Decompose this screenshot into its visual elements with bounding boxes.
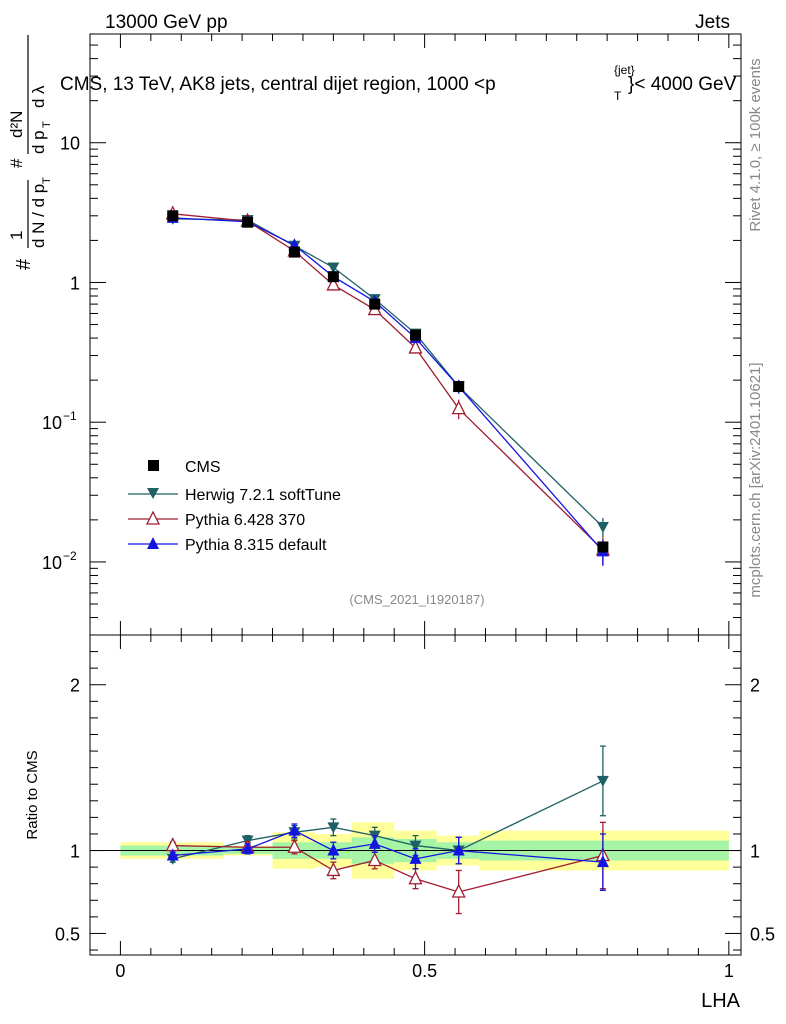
- svg-text:T: T: [41, 177, 53, 184]
- energy-label: 13000 GeV pp: [105, 12, 228, 33]
- main-y-tick-label-2: 10: [42, 413, 62, 433]
- main-point-cms-6: [453, 381, 465, 393]
- main-y-tick-label-0: 10: [60, 134, 80, 154]
- x-tick-label-1: 0.5: [412, 961, 437, 981]
- main-point-pythia-6-428-370-5: [408, 339, 423, 354]
- legend-marker-cms: [148, 460, 159, 471]
- ratio-point-pythia-6-428-370-5: [408, 870, 423, 885]
- ratio-y-tick-label-right-1: 1: [750, 842, 760, 862]
- main-line-herwig-7-2-1-softtune: [172, 218, 604, 528]
- ratio-point-pythia-8-315-default-1: [241, 841, 254, 854]
- ratio-point-pythia-6-428-370-4: [367, 852, 382, 867]
- mcplots-label: mcplots.cern.ch [arXiv:2401.10621]: [747, 362, 764, 597]
- main-y-tick-label-1: 1: [70, 273, 80, 293]
- rivet-version-label: Rivet 4.1.0, ≥ 100k events: [747, 58, 764, 231]
- main-point-cms-2: [288, 246, 300, 258]
- x-tick-label-2: 1: [724, 961, 734, 981]
- main-point-cms-0: [167, 210, 179, 222]
- legend: CMS Herwig 7.2.1 softTune Pythia 6.428 3…: [128, 459, 341, 554]
- ratio-line-herwig-7-2-1-softtune: [172, 780, 604, 860]
- ratio-point-herwig-7-2-1-softtune-7: [596, 775, 609, 787]
- main-y-tick-exp-2: −1: [63, 409, 77, 423]
- plot-title: CMS, 13 TeV, AK8 jets, central dijet reg…: [60, 74, 496, 95]
- ratio-point-pythia-6-428-370-3: [326, 861, 341, 877]
- main-line-pythia-8-315-default: [172, 217, 604, 552]
- main-y-tick-exp-3: −2: [63, 549, 77, 563]
- ratio-panel-frame: [89, 634, 742, 956]
- ratio-y-tick-label-right-0: 2: [750, 676, 760, 696]
- svg-text:#: #: [13, 258, 35, 270]
- main-point-cms-4: [369, 298, 381, 310]
- ratio-y-tick-label-left-2: 0.5: [55, 924, 80, 944]
- ratio-point-pythia-8-315-default-0: [166, 848, 179, 861]
- ratio-point-pythia-8-315-default-4: [368, 836, 381, 849]
- x-axis-label: LHA: [701, 990, 741, 1012]
- main-y-tick-label-3: 10: [42, 553, 62, 573]
- main-point-pythia-6-428-370-6: [451, 400, 466, 415]
- frame-layer: [89, 33, 742, 956]
- main-point-cms-3: [327, 271, 339, 283]
- ratio-point-pythia-8-315-default-2: [288, 823, 301, 836]
- ratio-y-tick-label-left-0: 2: [70, 676, 80, 696]
- plot-title-superscript: {jet}: [614, 63, 635, 77]
- ratio-point-pythia-6-428-370-2: [287, 838, 302, 853]
- legend-marker-pythia6: [145, 510, 161, 525]
- svg-text:d N / d p: d N / d p: [29, 184, 48, 248]
- ratio-point-pythia-6-428-370-6: [451, 883, 466, 898]
- main-point-cms-5: [410, 329, 421, 341]
- legend-label-pythia8: Pythia 8.315 default: [185, 537, 327, 554]
- main-point-cms-1: [242, 216, 254, 228]
- legend-marker-pythia8: [147, 537, 159, 549]
- legend-label-pythia6: Pythia 6.428 370: [185, 512, 305, 529]
- analysis-id-watermark: (CMS_2021_I1920187): [349, 592, 484, 607]
- plot-title-subscript: T: [614, 89, 622, 103]
- main-point-herwig-7-2-1-softtune-7: [596, 521, 609, 533]
- svg-text:T: T: [41, 121, 53, 128]
- ratio-line-pythia-8-315-default: [172, 829, 603, 863]
- main-y-axis-label: # 1 d N / d p T # d²N d p T d λ: [7, 35, 53, 270]
- legend-marker-herwig: [147, 488, 159, 499]
- svg-text:#: #: [7, 158, 26, 168]
- ratio-point-herwig-7-2-1-softtune-3: [327, 822, 340, 834]
- main-point-cms-7: [597, 541, 609, 553]
- ratio-point-pythia-8-315-default-6: [452, 843, 465, 856]
- ratio-y-tick-label-left-1: 1: [70, 842, 80, 862]
- ratio-y-axis-label: Ratio to CMS: [24, 750, 41, 839]
- x-tick-label-0: 0: [115, 961, 125, 981]
- svg-text:d: d: [29, 99, 48, 108]
- legend-label-herwig: Herwig 7.2.1 softTune: [185, 487, 341, 504]
- svg-text:λ: λ: [29, 85, 48, 94]
- analysis-type-label: Jets: [695, 12, 730, 33]
- svg-text:d²N: d²N: [7, 111, 26, 138]
- plot-title-end: }< 4000 GeV: [628, 74, 737, 95]
- ratio-point-pythia-8-315-default-5: [409, 851, 422, 864]
- main-point-herwig-7-2-1-softtune-3: [327, 262, 340, 274]
- ratio-point-pythia-8-315-default-7: [596, 855, 609, 868]
- svg-text:1: 1: [7, 231, 26, 240]
- svg-text:d p: d p: [29, 130, 48, 154]
- legend-label-cms: CMS: [185, 459, 221, 476]
- ratio-point-pythia-8-315-default-3: [327, 843, 340, 856]
- main-point-pythia-6-428-370-3: [326, 276, 341, 291]
- ratio-line-pythia-6-428-370: [172, 844, 604, 893]
- data-layer: [165, 205, 610, 915]
- ratio-point-herwig-7-2-1-softtune-5: [409, 840, 422, 852]
- ratio-y-tick-label-right-2: 0.5: [750, 924, 775, 944]
